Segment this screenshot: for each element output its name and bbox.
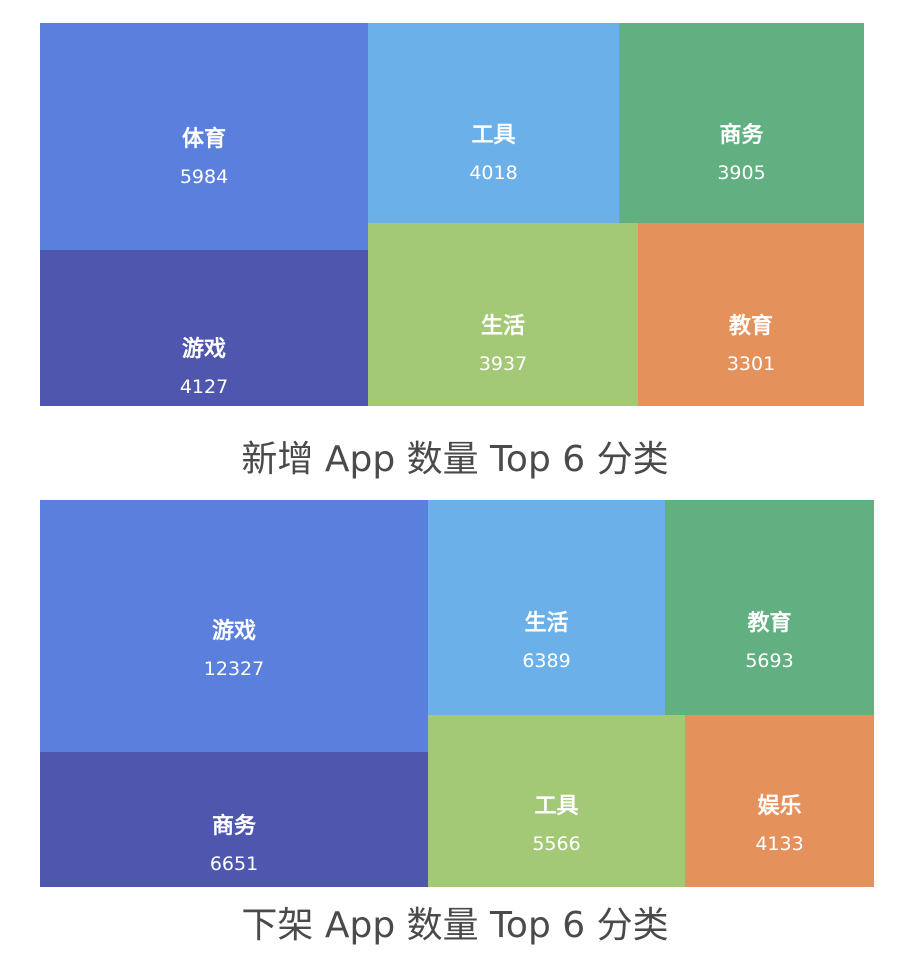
treemap-tile-new-5 [368, 223, 638, 406]
treemap-label-removed-6: 娱乐 [757, 794, 801, 819]
treemap-tile-new-4 [619, 23, 864, 223]
treemap-value-new-1: 5984 [180, 166, 228, 188]
treemap-tile-new-6 [638, 223, 864, 406]
treemap-value-removed-3: 6389 [522, 650, 570, 672]
treemap-label-new-1: 体育 [182, 126, 226, 152]
treemap-value-new-5: 3937 [479, 353, 527, 375]
treemap-tile-removed-5 [428, 715, 685, 887]
treemap-value-removed-5: 5566 [532, 833, 580, 855]
treemap-label-removed-3: 生活 [524, 611, 568, 636]
treemap-value-removed-1: 12327 [204, 658, 264, 680]
treemap-value-new-6: 3301 [727, 353, 775, 375]
treemap-removed-apps: 游戏 12327 商务 6651 生活 6389 教育 5693 工具 5566 娱乐 4133 [40, 500, 874, 887]
treemap-value-new-3: 4018 [469, 162, 517, 184]
treemap-value-removed-2: 6651 [210, 853, 258, 875]
treemap-label-new-6: 教育 [729, 313, 773, 339]
treemap-tile-removed-4 [665, 500, 874, 715]
treemap-label-new-4: 商务 [719, 122, 764, 148]
chart-title-removed-apps: 下架 App 数量 Top 6 分类 [241, 905, 669, 946]
treemap-value-new-2: 4127 [180, 376, 228, 398]
chart-title-new-apps: 新增 App 数量 Top 6 分类 [241, 439, 669, 480]
treemap-label-removed-2: 商务 [212, 813, 257, 839]
treemap-tile-removed-1 [40, 500, 428, 752]
treemap-value-new-4: 3905 [717, 162, 765, 184]
treemap-label-new-2: 游戏 [182, 336, 226, 362]
treemap-value-removed-4: 5693 [745, 650, 793, 672]
treemap-label-new-5: 生活 [481, 314, 525, 339]
treemap-value-removed-6: 4133 [755, 833, 803, 855]
treemap-label-removed-5: 工具 [534, 794, 578, 819]
treemap-tile-new-3 [368, 23, 619, 223]
treemap-label-removed-4: 教育 [747, 610, 791, 636]
treemap-label-new-3: 工具 [471, 123, 515, 148]
treemap-new-apps: 体育 5984 游戏 4127 工具 4018 商务 3905 生活 3937 教育 3301 [40, 23, 864, 406]
treemap-tile-removed-3 [428, 500, 665, 715]
treemap-tile-new-2 [40, 250, 368, 406]
treemap-label-removed-1: 游戏 [212, 618, 256, 644]
treemap-tile-new-1 [40, 23, 368, 250]
treemap-tile-removed-6 [685, 715, 874, 887]
treemap-tile-removed-2 [40, 752, 428, 887]
